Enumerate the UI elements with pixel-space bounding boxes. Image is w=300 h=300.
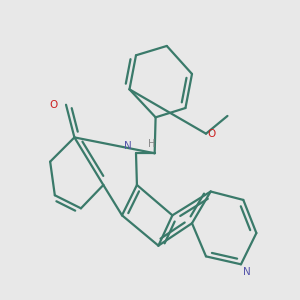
Text: H: H — [148, 139, 155, 148]
Text: O: O — [50, 100, 58, 110]
Text: N: N — [124, 141, 131, 151]
Text: O: O — [207, 129, 215, 139]
Text: N: N — [243, 267, 251, 277]
